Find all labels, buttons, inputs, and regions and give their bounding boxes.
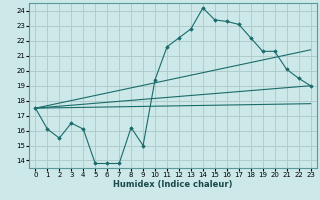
X-axis label: Humidex (Indice chaleur): Humidex (Indice chaleur) [113,180,233,189]
